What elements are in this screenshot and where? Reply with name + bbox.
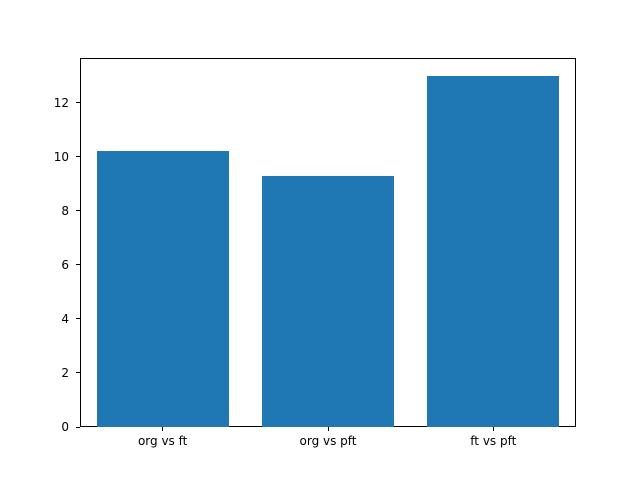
y-tick-mark-2 [76,372,80,374]
x-tick-mark-ft-vs-pft [492,427,494,431]
y-tick-mark-8 [76,210,80,212]
y-tick-label-2: 2 [61,365,69,380]
x-tick-label-org-vs-pft: org vs pft [299,434,357,448]
y-tick-mark-6 [76,264,80,266]
y-tick-label-8: 8 [61,203,69,218]
y-tick-mark-10 [76,156,80,158]
x-tick-label-org-vs-ft: org vs ft [137,434,188,448]
y-tick-mark-4 [76,318,80,320]
bar-org-vs-pft [261,175,395,427]
y-tick-label-0: 0 [61,420,69,434]
x-tick-mark-org-vs-ft [162,427,164,431]
x-tick-label-ft-vs-pft: ft vs pft [470,434,517,448]
x-tick-mark-org-vs-pft [327,427,329,431]
y-tick-label-12: 12 [53,95,69,110]
y-tick-mark-12 [76,102,80,104]
y-tick-label-4: 4 [61,311,69,326]
bar-org-vs-ft [96,151,229,427]
bar-ft-vs-pft [427,75,560,427]
y-tick-label-10: 10 [53,149,69,164]
y-tick-mark-0 [76,426,80,428]
y-tick-label-6: 6 [61,257,69,272]
